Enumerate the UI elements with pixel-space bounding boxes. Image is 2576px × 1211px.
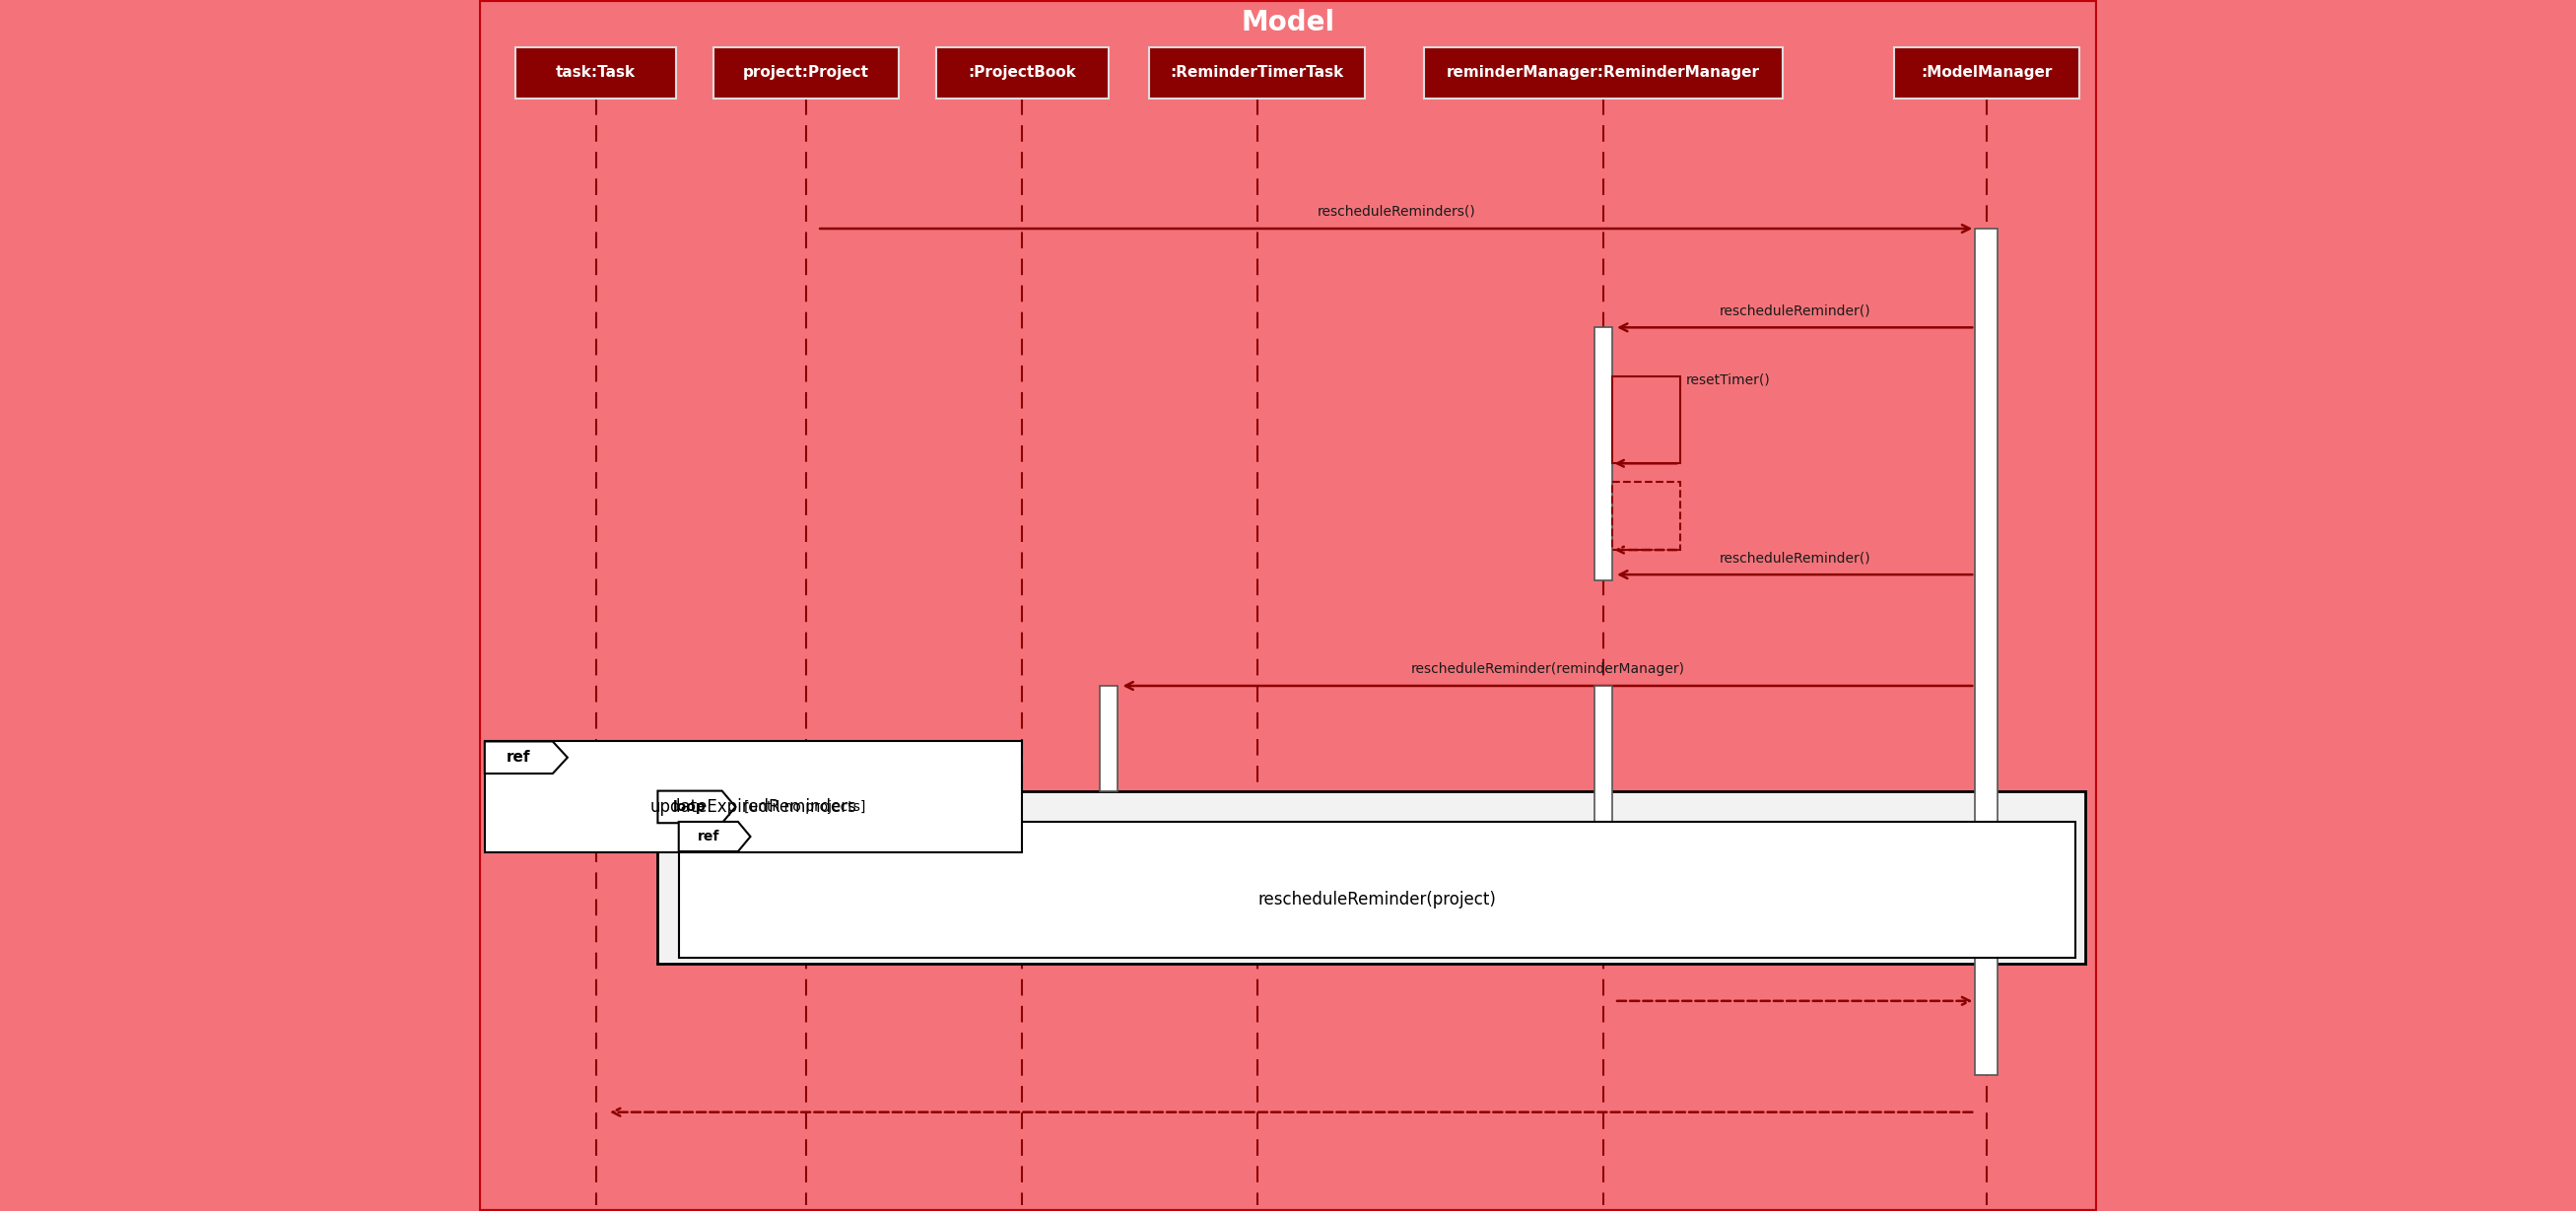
Text: :ProjectBook: :ProjectBook bbox=[969, 65, 1077, 80]
Bar bbox=[714, 47, 899, 99]
Bar bbox=[1425, 47, 1783, 99]
Text: project:Project: project:Project bbox=[742, 65, 868, 80]
Text: updateExpiredReminders: updateExpiredReminders bbox=[649, 798, 858, 816]
Text: rescheduleReminder(reminderManager): rescheduleReminder(reminderManager) bbox=[1412, 662, 1685, 676]
Text: :ModelManager: :ModelManager bbox=[1922, 65, 2053, 80]
Polygon shape bbox=[484, 741, 567, 774]
Text: reminderManager:ReminderManager: reminderManager:ReminderManager bbox=[1448, 65, 1759, 80]
Bar bbox=[1976, 229, 1996, 1075]
Text: loop: loop bbox=[672, 800, 706, 814]
Text: ref: ref bbox=[507, 750, 531, 765]
Bar bbox=[1595, 685, 1613, 926]
Text: resetTimer(): resetTimer() bbox=[1685, 373, 1770, 386]
Bar bbox=[657, 791, 2084, 964]
Text: ref: ref bbox=[698, 830, 719, 844]
Bar bbox=[677, 822, 2076, 958]
Bar bbox=[1149, 47, 1365, 99]
Bar bbox=[484, 741, 1023, 853]
Text: [until no projects]: [until no projects] bbox=[744, 800, 866, 814]
Bar bbox=[1893, 47, 2079, 99]
Bar bbox=[1100, 685, 1118, 791]
Text: rescheduleReminders(): rescheduleReminders() bbox=[1316, 205, 1476, 219]
Text: rescheduleReminder(): rescheduleReminder() bbox=[1718, 551, 1870, 564]
Bar bbox=[1613, 377, 1680, 464]
Text: rescheduleReminder(project): rescheduleReminder(project) bbox=[1257, 891, 1497, 908]
Text: :ReminderTimerTask: :ReminderTimerTask bbox=[1170, 65, 1345, 80]
Text: Model: Model bbox=[1242, 8, 1334, 36]
Bar bbox=[515, 47, 677, 99]
Text: rescheduleReminder(): rescheduleReminder() bbox=[1718, 304, 1870, 317]
Bar bbox=[935, 47, 1108, 99]
Bar bbox=[1613, 482, 1680, 550]
Polygon shape bbox=[657, 791, 737, 823]
Polygon shape bbox=[677, 822, 750, 851]
Bar bbox=[1595, 327, 1613, 581]
Text: task:Task: task:Task bbox=[556, 65, 636, 80]
